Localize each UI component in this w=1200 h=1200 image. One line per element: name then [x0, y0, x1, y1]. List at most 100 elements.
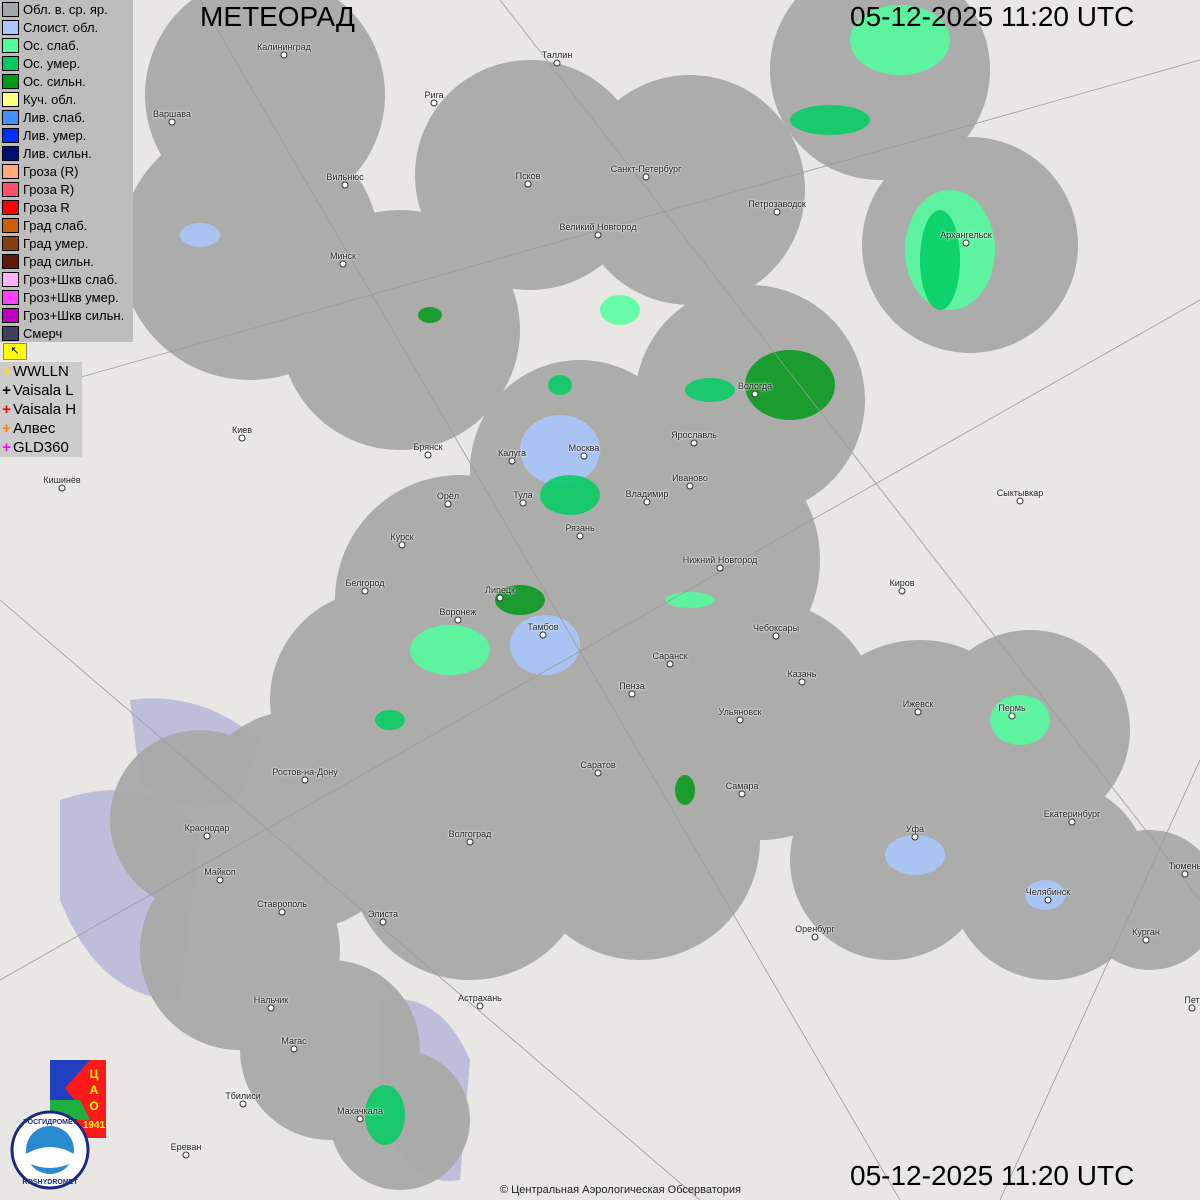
legend-swatch	[2, 235, 19, 251]
city-marker-icon	[580, 452, 588, 460]
lightning-cross-icon: +	[2, 382, 11, 399]
legend-label: Смерч	[23, 325, 63, 341]
city-marker-icon	[301, 776, 309, 784]
city-label: Оренбург	[795, 924, 835, 934]
city-marker-icon	[424, 451, 432, 459]
precip-legend: Обл. в. ср. яр. Слоист. обл. Ос. слаб. Ос. …	[0, 0, 133, 342]
legend-item: Гроза R)	[0, 180, 133, 198]
city-marker-icon	[553, 59, 561, 67]
legend-swatch	[2, 127, 19, 143]
legend-item: Гроза (R)	[0, 162, 133, 180]
legend-swatch	[2, 199, 19, 215]
legend-swatch	[2, 19, 19, 35]
legend-label: Лив. умер.	[23, 127, 87, 143]
city-label: Калининград	[256, 42, 312, 52]
legend-label: Гроза (R)	[23, 163, 79, 179]
city-marker-icon	[716, 564, 724, 572]
precip-echo	[375, 710, 405, 730]
city-marker-icon	[690, 439, 698, 447]
legend-label: Обл. в. ср. яр.	[23, 1, 108, 17]
legend-label: Гроз+Шкв умер.	[23, 289, 119, 305]
flag-toggle-icon[interactable]: ↖	[3, 343, 27, 360]
city-marker-icon	[1188, 1004, 1196, 1012]
legend-label: Слоист. обл.	[23, 19, 99, 35]
city-label: Саранск	[652, 651, 688, 661]
radar-coverage	[520, 720, 760, 960]
city-marker-icon	[239, 1100, 247, 1108]
city-marker-icon	[524, 180, 532, 188]
legend-item: Гроз+Шкв сильн.	[0, 306, 133, 324]
legend-label: Лив. слаб.	[23, 109, 86, 125]
legend-item: Гроз+Шкв умер.	[0, 288, 133, 306]
city-marker-icon	[911, 833, 919, 841]
city-marker-icon	[398, 541, 406, 549]
city-marker-icon	[1181, 870, 1189, 878]
city-label: Самара	[725, 781, 759, 791]
city-label: Екатеринбург	[1043, 809, 1101, 819]
city-marker-icon	[339, 260, 347, 268]
city-marker-icon	[267, 1004, 275, 1012]
city-marker-icon	[238, 434, 246, 442]
legend-swatch	[2, 325, 19, 341]
city-label: Пермь	[998, 703, 1026, 713]
legend-item: Обл. в. ср. яр.	[0, 0, 133, 18]
city-marker-icon	[914, 708, 922, 716]
legend-item: Ос. сильн.	[0, 72, 133, 90]
radar-coverage	[110, 730, 290, 910]
legend-item: Ос. умер.	[0, 54, 133, 72]
city-label: Вильнюс	[326, 172, 364, 182]
city-label: Элиста	[368, 909, 398, 919]
precip-echo	[180, 223, 220, 247]
city-marker-icon	[454, 616, 462, 624]
city-label: Магас	[281, 1036, 307, 1046]
legend-item: Град слаб.	[0, 216, 133, 234]
legend-swatch	[2, 109, 19, 125]
city-label: Челябинск	[1025, 887, 1071, 897]
city-label: Казань	[787, 669, 817, 679]
precip-echo	[510, 615, 580, 675]
city-marker-icon	[430, 99, 438, 107]
svg-text:ROSHYDROMET: ROSHYDROMET	[22, 1179, 78, 1186]
city-marker-icon	[361, 587, 369, 595]
lightning-label: GLD360	[13, 439, 69, 456]
radar-coverage	[575, 75, 805, 305]
legend-swatch	[2, 271, 19, 287]
legend-label: Гроз+Шкв слаб.	[23, 271, 118, 287]
app-title: МЕТЕОРАД	[200, 1, 355, 32]
city-marker-icon	[811, 933, 819, 941]
legend-swatch	[2, 181, 19, 197]
city-label: Варшава	[153, 109, 191, 119]
precip-echo	[850, 5, 950, 75]
legend-swatch	[2, 307, 19, 323]
city-marker-icon	[278, 908, 286, 916]
radar-coverage	[120, 120, 380, 380]
lightning-label: Vaisala L	[13, 382, 74, 399]
city-label: Санкт-Петербург	[610, 164, 682, 174]
legend-label: Град слаб.	[23, 217, 88, 233]
lightning-label: WWLLN	[13, 363, 69, 380]
city-label: Тамбов	[527, 622, 559, 632]
svg-text:Ц: Ц	[90, 1067, 99, 1081]
legend-label: Лив. сильн.	[23, 145, 92, 161]
precip-echo	[675, 775, 695, 805]
city-label: Рига	[424, 90, 444, 100]
lightning-cross-icon: +	[2, 363, 11, 380]
city-label: Минск	[330, 251, 356, 261]
legend-item: Лив. умер.	[0, 126, 133, 144]
city-marker-icon	[1142, 936, 1150, 944]
lightning-label: Vaisala H	[13, 401, 77, 418]
city-label: Великий Новгород	[559, 222, 637, 232]
city-label: Тюмень	[1168, 861, 1200, 871]
city-marker-icon	[1008, 712, 1016, 720]
timestamp-bottom: 05-12-2025 11:20 UTC	[850, 1160, 1135, 1191]
lightning-source: + Алвес	[0, 419, 82, 438]
city-marker-icon	[182, 1151, 190, 1159]
city-label: Калуга	[497, 448, 527, 458]
precip-echo	[548, 375, 572, 395]
city-marker-icon	[356, 1115, 364, 1123]
city-label: Ставрополь	[257, 899, 307, 909]
city-label: Ульяновск	[718, 707, 762, 717]
legend-label: Град умер.	[23, 235, 89, 251]
legend-label: Ос. слаб.	[23, 37, 80, 53]
